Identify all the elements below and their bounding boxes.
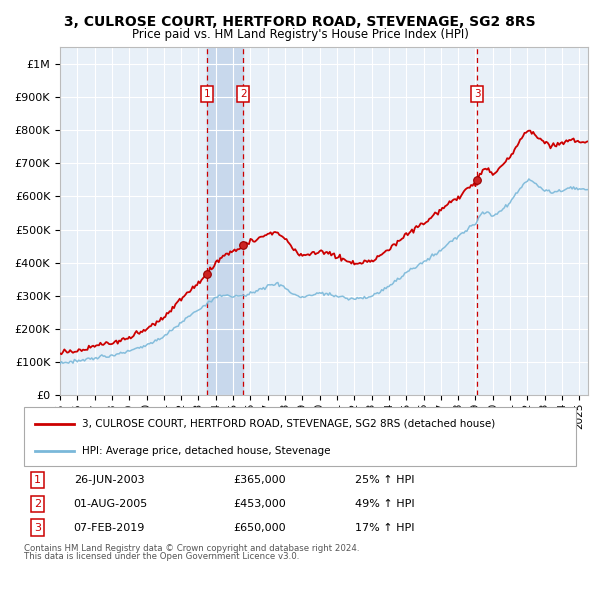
Text: £453,000: £453,000 bbox=[234, 499, 287, 509]
Text: 49% ↑ HPI: 49% ↑ HPI bbox=[355, 499, 415, 509]
Text: 26-JUN-2003: 26-JUN-2003 bbox=[74, 475, 145, 485]
Text: 3: 3 bbox=[34, 523, 41, 533]
Text: HPI: Average price, detached house, Stevenage: HPI: Average price, detached house, Stev… bbox=[82, 447, 331, 456]
Text: 25% ↑ HPI: 25% ↑ HPI bbox=[355, 475, 415, 485]
Text: 2: 2 bbox=[34, 499, 41, 509]
Text: 3: 3 bbox=[474, 88, 481, 99]
Text: 1: 1 bbox=[203, 88, 210, 99]
Text: 07-FEB-2019: 07-FEB-2019 bbox=[74, 523, 145, 533]
Text: 1: 1 bbox=[34, 475, 41, 485]
Text: 17% ↑ HPI: 17% ↑ HPI bbox=[355, 523, 415, 533]
Text: Contains HM Land Registry data © Crown copyright and database right 2024.: Contains HM Land Registry data © Crown c… bbox=[24, 544, 359, 553]
Text: This data is licensed under the Open Government Licence v3.0.: This data is licensed under the Open Gov… bbox=[24, 552, 299, 561]
Text: 3, CULROSE COURT, HERTFORD ROAD, STEVENAGE, SG2 8RS: 3, CULROSE COURT, HERTFORD ROAD, STEVENA… bbox=[64, 15, 536, 29]
Text: 01-AUG-2005: 01-AUG-2005 bbox=[74, 499, 148, 509]
Text: £365,000: £365,000 bbox=[234, 475, 286, 485]
Text: £650,000: £650,000 bbox=[234, 523, 286, 533]
Text: 2: 2 bbox=[240, 88, 247, 99]
Text: Price paid vs. HM Land Registry's House Price Index (HPI): Price paid vs. HM Land Registry's House … bbox=[131, 28, 469, 41]
Bar bbox=[207, 47, 243, 395]
Text: 3, CULROSE COURT, HERTFORD ROAD, STEVENAGE, SG2 8RS (detached house): 3, CULROSE COURT, HERTFORD ROAD, STEVENA… bbox=[82, 419, 495, 428]
